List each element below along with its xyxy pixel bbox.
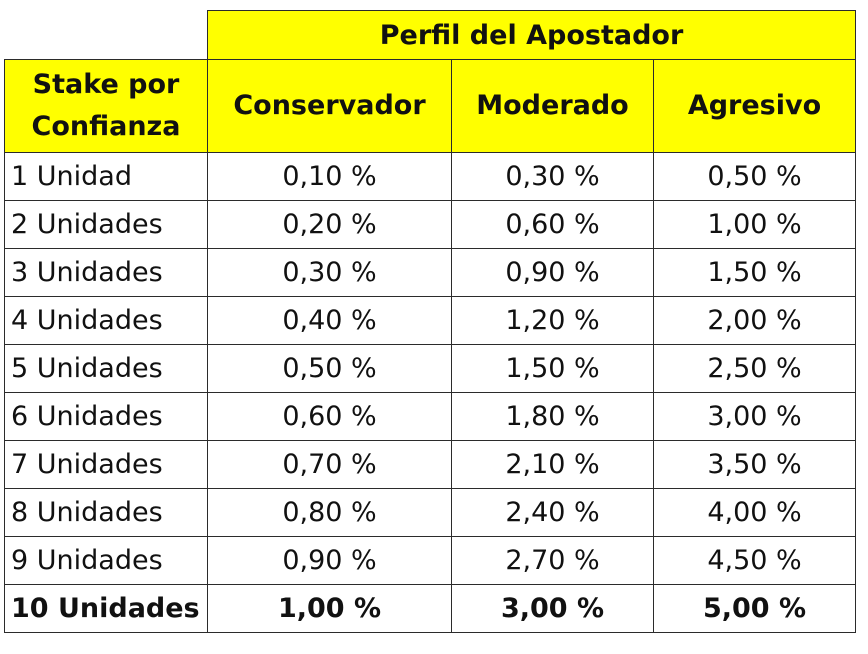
total-row: 10 Unidades 1,00 % 3,00 % 5,00 % — [4, 584, 856, 633]
stake-table: Perfil del Apostador Stake por Confianza… — [4, 10, 856, 633]
cell-conservador: 0,80 % — [207, 488, 452, 537]
cell-agresivo: 3,50 % — [653, 440, 856, 489]
cell-moderado: 1,80 % — [451, 392, 654, 441]
group-header-row: Perfil del Apostador — [4, 10, 856, 60]
table-row: 7 Unidades 0,70 % 2,10 % 3,50 % — [4, 440, 856, 489]
cell-moderado: 2,10 % — [451, 440, 654, 489]
cell-conservador: 0,30 % — [207, 248, 452, 297]
row-label: 1 Unidad — [4, 152, 208, 201]
row-header-cell: Stake por Confianza — [4, 59, 208, 153]
cell-moderado: 2,40 % — [451, 488, 654, 537]
cell-agresivo: 2,00 % — [653, 296, 856, 345]
cell-agresivo: 4,50 % — [653, 536, 856, 585]
cell-conservador: 0,10 % — [207, 152, 452, 201]
cell-conservador: 0,40 % — [207, 296, 452, 345]
cell-conservador: 0,90 % — [207, 536, 452, 585]
cell-moderado: 3,00 % — [451, 584, 654, 633]
stake-table-container: Perfil del Apostador Stake por Confianza… — [4, 10, 856, 633]
cell-moderado: 0,30 % — [451, 152, 654, 201]
cell-agresivo: 3,00 % — [653, 392, 856, 441]
table-row: 9 Unidades 0,90 % 2,70 % 4,50 % — [4, 536, 856, 585]
row-label: 7 Unidades — [4, 440, 208, 489]
column-header-conservador: Conservador — [207, 59, 452, 153]
row-header-line-2: Confianza — [31, 111, 181, 142]
cell-agresivo: 4,00 % — [653, 488, 856, 537]
cell-agresivo: 5,00 % — [653, 584, 856, 633]
column-header-moderado: Moderado — [451, 59, 654, 153]
cell-conservador: 1,00 % — [207, 584, 452, 633]
row-label: 4 Unidades — [4, 296, 208, 345]
row-label: 3 Unidades — [4, 248, 208, 297]
table-row: 1 Unidad 0,10 % 0,30 % 0,50 % — [4, 152, 856, 201]
column-header-row: Stake por Confianza Conservador Moderado… — [4, 59, 856, 153]
table-row: 2 Unidades 0,20 % 0,60 % 1,00 % — [4, 200, 856, 249]
cell-agresivo: 1,50 % — [653, 248, 856, 297]
cell-agresivo: 0,50 % — [653, 152, 856, 201]
cell-conservador: 0,70 % — [207, 440, 452, 489]
row-header-line-1: Stake por — [32, 69, 180, 101]
row-label: 5 Unidades — [4, 344, 208, 393]
cell-moderado: 1,20 % — [451, 296, 654, 345]
row-label: 10 Unidades — [4, 584, 208, 633]
table-row: 3 Unidades 0,30 % 0,90 % 1,50 % — [4, 248, 856, 297]
cell-moderado: 0,60 % — [451, 200, 654, 249]
row-label: 8 Unidades — [4, 488, 208, 537]
table-row: 6 Unidades 0,60 % 1,80 % 3,00 % — [4, 392, 856, 441]
cell-moderado: 0,90 % — [451, 248, 654, 297]
cell-conservador: 0,60 % — [207, 392, 452, 441]
cell-agresivo: 1,00 % — [653, 200, 856, 249]
row-label: 2 Unidades — [4, 200, 208, 249]
row-label: 9 Unidades — [4, 536, 208, 585]
cell-moderado: 1,50 % — [451, 344, 654, 393]
table-row: 5 Unidades 0,50 % 1,50 % 2,50 % — [4, 344, 856, 393]
cell-conservador: 0,50 % — [207, 344, 452, 393]
group-header-cell: Perfil del Apostador — [207, 10, 856, 60]
cell-moderado: 2,70 % — [451, 536, 654, 585]
cell-agresivo: 2,50 % — [653, 344, 856, 393]
cell-conservador: 0,20 % — [207, 200, 452, 249]
table-row: 8 Unidades 0,80 % 2,40 % 4,00 % — [4, 488, 856, 537]
corner-empty-cell — [4, 10, 208, 60]
column-header-agresivo: Agresivo — [653, 59, 856, 153]
row-label: 6 Unidades — [4, 392, 208, 441]
table-row: 4 Unidades 0,40 % 1,20 % 2,00 % — [4, 296, 856, 345]
